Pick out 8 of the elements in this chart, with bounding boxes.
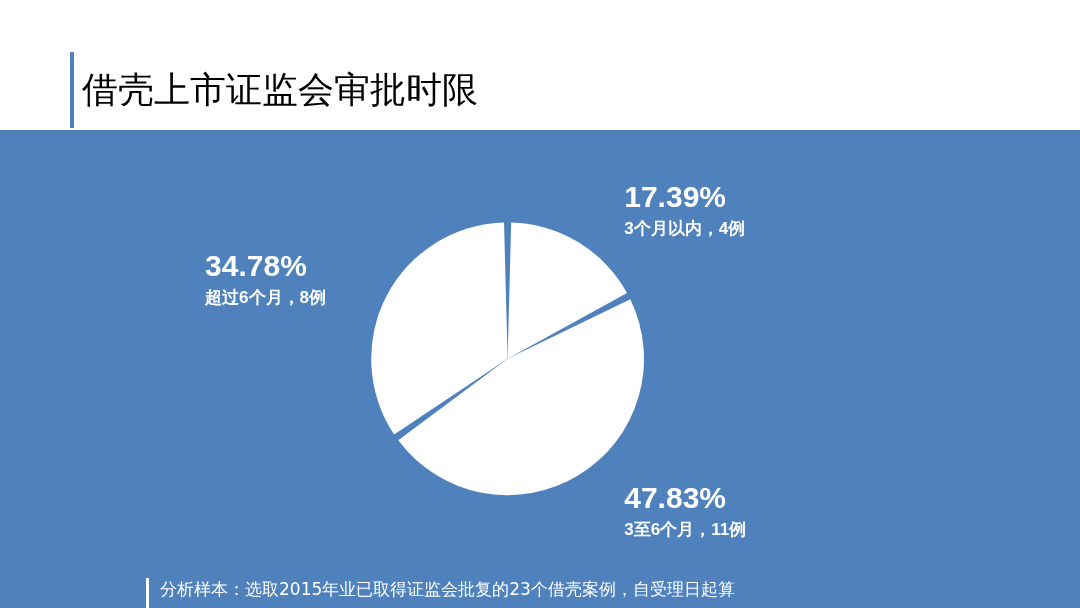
slice-label: 3个月以内，4例 xyxy=(624,218,746,238)
data-label: 17.39% xyxy=(624,179,726,213)
chart-title: 借壳上市证监会审批时限 xyxy=(82,68,478,112)
slice-label: 超过6个月，8例 xyxy=(204,288,326,308)
data-label: 47.83% xyxy=(624,481,726,515)
text: 分析样本：选取2015年业已取得证监会批复的23个借壳案例，自受理日起算 xyxy=(160,578,735,601)
slice-label: 3至6个月，11例 xyxy=(624,520,747,540)
data-label: 34.78% xyxy=(205,249,307,283)
